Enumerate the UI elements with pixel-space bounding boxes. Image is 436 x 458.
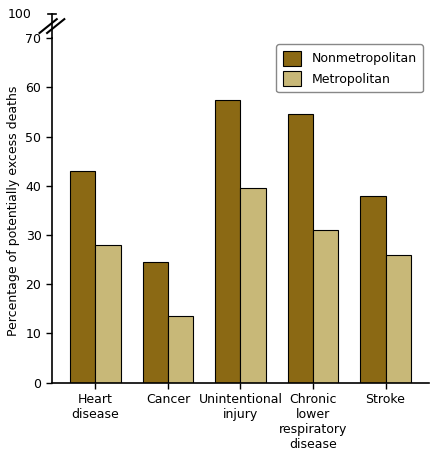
Bar xyxy=(95,245,121,382)
Bar xyxy=(313,230,338,382)
Bar xyxy=(385,255,411,382)
Y-axis label: Percentage of potentially excess deaths: Percentage of potentially excess deaths xyxy=(7,85,20,336)
Text: 100: 100 xyxy=(7,7,31,21)
Bar xyxy=(288,114,313,382)
Bar xyxy=(143,262,168,382)
Bar xyxy=(215,100,241,382)
Bar xyxy=(70,171,95,382)
Legend: Nonmetropolitan, Metropolitan: Nonmetropolitan, Metropolitan xyxy=(276,44,423,93)
Bar xyxy=(168,316,193,382)
Bar xyxy=(360,196,385,382)
Bar xyxy=(241,188,266,382)
